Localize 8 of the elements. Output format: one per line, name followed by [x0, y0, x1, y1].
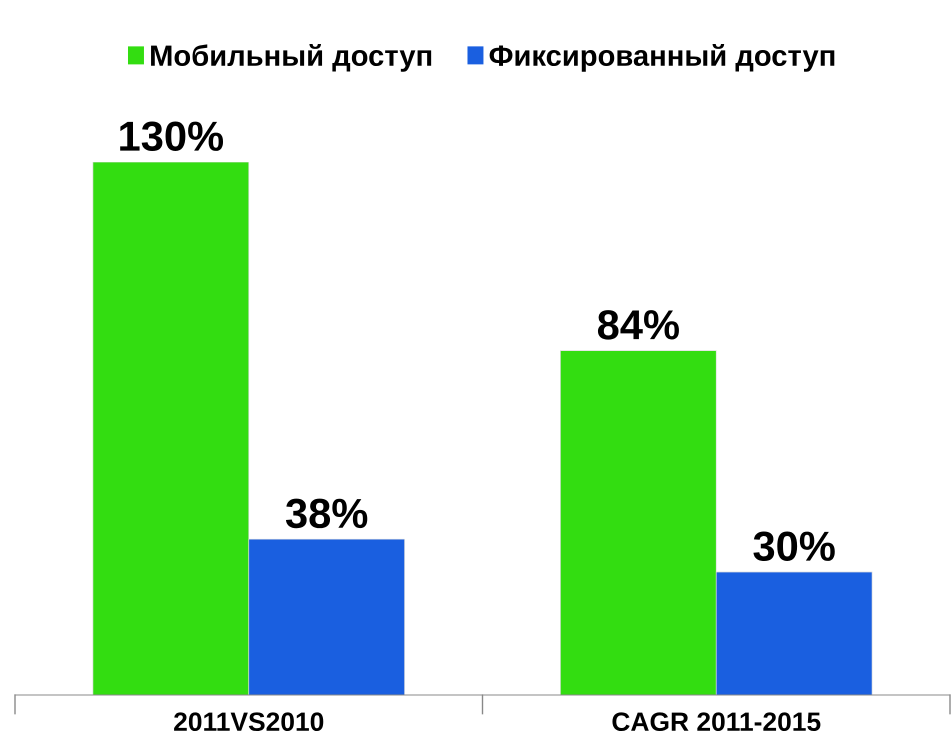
- data-label: 84%: [598, 310, 679, 340]
- data-label: 130%: [120, 121, 224, 152]
- legend-label: Фиксированный доступ: [490, 44, 834, 72]
- data-label: 38%: [286, 498, 368, 528]
- x-tick-label: 2011VS2010: [174, 712, 324, 732]
- x-tick-label: CAGR 2011-2015: [612, 712, 820, 732]
- data-label: 30%: [753, 531, 835, 562]
- legend-label: Мобильный доступ: [151, 44, 432, 72]
